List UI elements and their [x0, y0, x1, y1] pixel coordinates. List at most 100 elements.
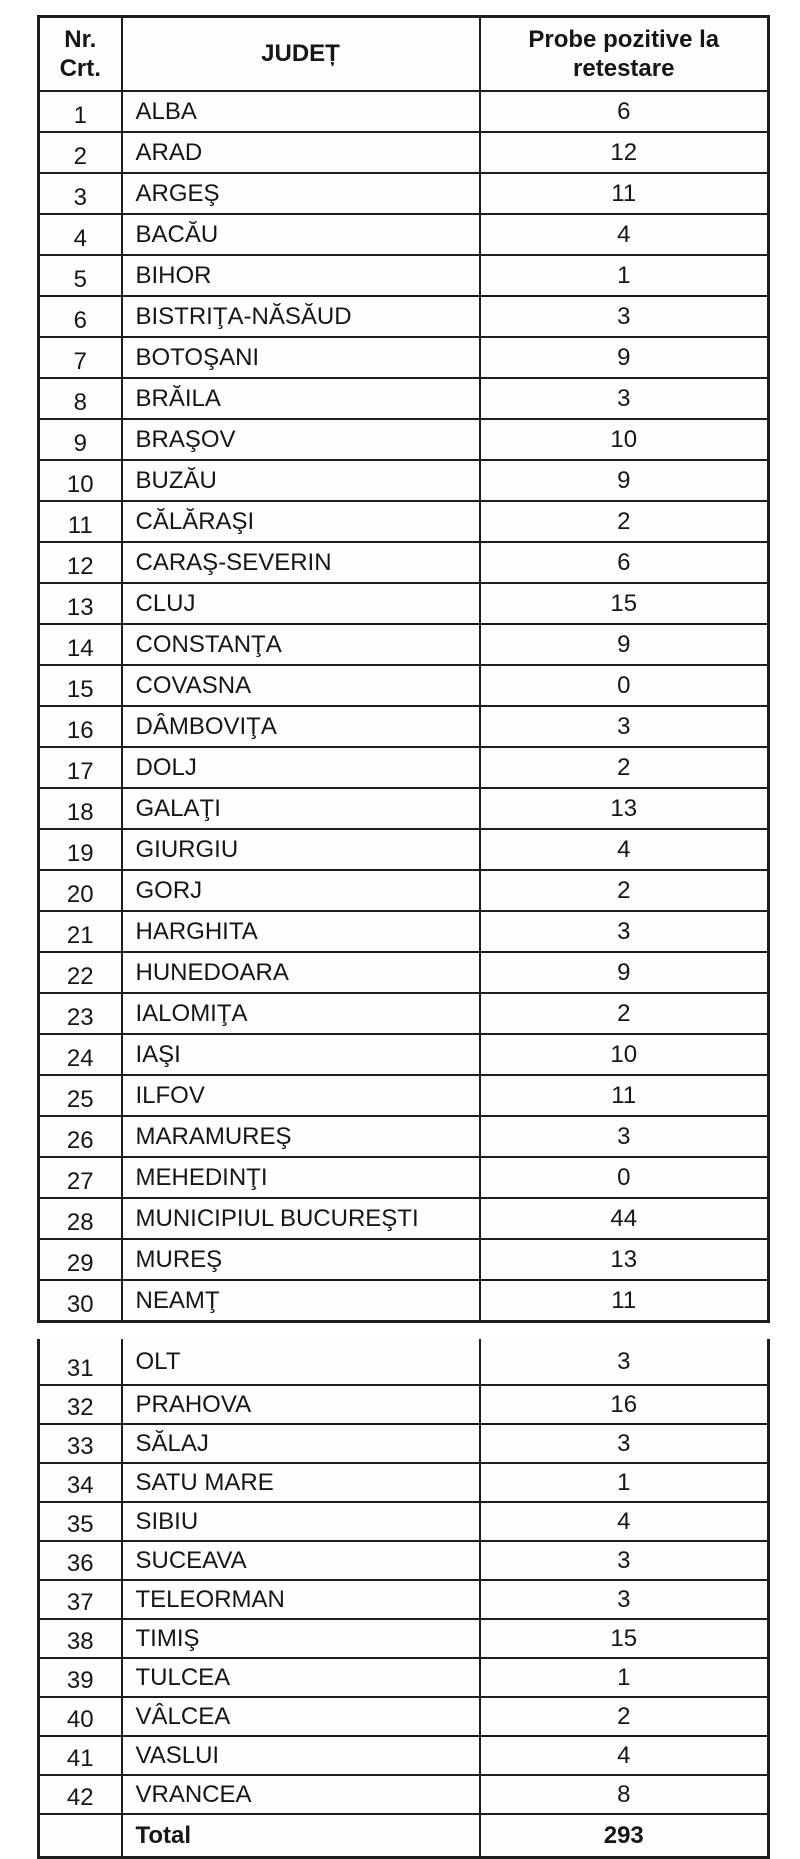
- cell-county-name: SĂLAJ: [120, 1423, 481, 1464]
- table-row: 21 HARGHITA 3: [37, 910, 770, 953]
- cell-row-number: 16: [37, 705, 123, 748]
- cell-positive-samples: 11: [478, 172, 770, 215]
- cell-county-name: VÂLCEA: [120, 1696, 481, 1737]
- cell-county-name: DÂMBOVIŢA: [120, 705, 481, 748]
- cell-county-name: BACĂU: [120, 213, 481, 256]
- table-row: 42 VRANCEA 8: [37, 1774, 770, 1815]
- cell-positive-samples: 11: [478, 1074, 770, 1117]
- table-row: 12 CARAŞ-SEVERIN 6: [37, 541, 770, 584]
- cell-positive-samples: 3: [478, 1115, 770, 1158]
- cell-county-name: BRĂILA: [120, 377, 481, 420]
- cell-positive-samples: 2: [478, 869, 770, 912]
- cell-positive-samples: 6: [478, 541, 770, 584]
- table-row: 16 DÂMBOVIŢA 3: [37, 705, 770, 748]
- cell-row-number: 32: [37, 1384, 123, 1425]
- table-row: 13 CLUJ 15: [37, 582, 770, 625]
- cell-positive-samples: 2: [478, 1696, 770, 1737]
- cell-county-name: SATU MARE: [120, 1462, 481, 1503]
- cell-positive-samples: 4: [478, 213, 770, 256]
- table-row: 1 ALBA 6: [37, 90, 770, 133]
- cell-positive-samples: 3: [478, 377, 770, 420]
- table-row: 15 COVASNA 0: [37, 664, 770, 707]
- table-row: 39 TULCEA 1: [37, 1657, 770, 1698]
- table-row: 27 MEHEDINŢI 0: [37, 1156, 770, 1199]
- cell-county-name: GORJ: [120, 869, 481, 912]
- cell-positive-samples: 15: [478, 1618, 770, 1659]
- cell-positive-samples: 9: [478, 951, 770, 994]
- cell-county-name: ARGEŞ: [120, 172, 481, 215]
- cell-row-number: 12: [37, 541, 123, 584]
- cell-positive-samples: 44: [478, 1197, 770, 1240]
- cell-county-name: BRAŞOV: [120, 418, 481, 461]
- cell-row-number: 18: [37, 787, 123, 830]
- cell-row-number: 40: [37, 1696, 123, 1737]
- cell-county-name: BUZĂU: [120, 459, 481, 502]
- table-row: 3 ARGEŞ 11: [37, 172, 770, 215]
- table-row: 6 BISTRIŢA-NĂSĂUD 3: [37, 295, 770, 338]
- cell-row-number: 4: [37, 213, 123, 256]
- header-judet: JUDEȚ: [120, 15, 481, 92]
- cell-county-name: MUREŞ: [120, 1238, 481, 1281]
- table-row: 28 MUNICIPIUL BUCUREŞTI 44: [37, 1197, 770, 1240]
- cell-county-name: HUNEDOARA: [120, 951, 481, 994]
- table-row: 7 BOTOŞANI 9: [37, 336, 770, 379]
- cell-county-name: COVASNA: [120, 664, 481, 707]
- cell-county-name: ARAD: [120, 131, 481, 174]
- cell-row-number: 26: [37, 1115, 123, 1158]
- header-row: Nr. Crt. JUDEȚ Probe pozitive la retestar…: [37, 15, 770, 92]
- cell-row-number: 35: [37, 1501, 123, 1542]
- cell-positive-samples: 1: [478, 254, 770, 297]
- cell-positive-samples: 3: [478, 1339, 770, 1386]
- table-row: 30 NEAMŢ 11: [37, 1279, 770, 1323]
- table-row: 25 ILFOV 11: [37, 1074, 770, 1117]
- cell-positive-samples: 4: [478, 1501, 770, 1542]
- cell-row-number: 25: [37, 1074, 123, 1117]
- cell-positive-samples: 15: [478, 582, 770, 625]
- cell-county-name: TELEORMAN: [120, 1579, 481, 1620]
- cell-row-number: 10: [37, 459, 123, 502]
- table-row: 23 IALOMIŢA 2: [37, 992, 770, 1035]
- cell-row-number: 5: [37, 254, 123, 297]
- cell-positive-samples: 10: [478, 418, 770, 461]
- cell-county-name: MUNICIPIUL BUCUREŞTI: [120, 1197, 481, 1240]
- cell-row-number: 28: [37, 1197, 123, 1240]
- cell-row-number: 38: [37, 1618, 123, 1659]
- cell-positive-samples: 2: [478, 500, 770, 543]
- cell-row-number: 39: [37, 1657, 123, 1698]
- cell-county-name: ALBA: [120, 90, 481, 133]
- cell-positive-samples: 1: [478, 1657, 770, 1698]
- cell-row-number: 29: [37, 1238, 123, 1281]
- cell-positive-samples: 0: [478, 664, 770, 707]
- cell-positive-samples: 2: [478, 992, 770, 1035]
- cell-county-name: GALAŢI: [120, 787, 481, 830]
- cell-row-number: 2: [37, 131, 123, 174]
- cell-county-name: CĂLĂRAŞI: [120, 500, 481, 543]
- cell-county-name: DOLJ: [120, 746, 481, 789]
- total-empty-cell: [37, 1813, 123, 1859]
- total-value: 293: [478, 1813, 770, 1859]
- cell-positive-samples: 9: [478, 623, 770, 666]
- cell-row-number: 19: [37, 828, 123, 871]
- table-row: 24 IAŞI 10: [37, 1033, 770, 1076]
- table-row: 4 BACĂU 4: [37, 213, 770, 256]
- cell-county-name: OLT: [120, 1339, 481, 1386]
- county-results-table-part-2: 31 OLT 3 32 PRAHOVA 16 33 SĂLAJ 3 34 SATU MARE 1 35 S…: [37, 1339, 770, 1859]
- cell-row-number: 36: [37, 1540, 123, 1581]
- table-row: 9 BRAŞOV 10: [37, 418, 770, 461]
- table-row: 33 SĂLAJ 3: [37, 1423, 770, 1464]
- table-row: 37 TELEORMAN 3: [37, 1579, 770, 1620]
- table-row: 22 HUNEDOARA 9: [37, 951, 770, 994]
- table-row: 40 VÂLCEA 2: [37, 1696, 770, 1737]
- cell-positive-samples: 13: [478, 1238, 770, 1281]
- cell-row-number: 9: [37, 418, 123, 461]
- cell-row-number: 1: [37, 90, 123, 133]
- cell-row-number: 41: [37, 1735, 123, 1776]
- cell-row-number: 42: [37, 1774, 123, 1815]
- table-row: 11 CĂLĂRAŞI 2: [37, 500, 770, 543]
- table-row: 17 DOLJ 2: [37, 746, 770, 789]
- cell-positive-samples: 3: [478, 1579, 770, 1620]
- cell-row-number: 22: [37, 951, 123, 994]
- table-row: 29 MUREŞ 13: [37, 1238, 770, 1281]
- cell-positive-samples: 8: [478, 1774, 770, 1815]
- cell-positive-samples: 9: [478, 459, 770, 502]
